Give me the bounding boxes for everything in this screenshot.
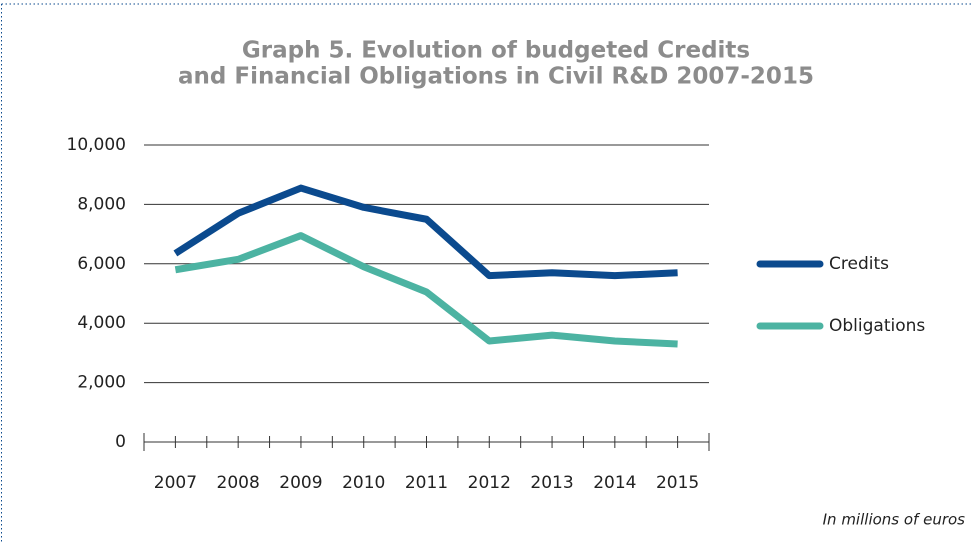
x-tick-label: 2014 [593,473,636,493]
legend-label: Credits [829,254,889,274]
x-tick-label: 2008 [217,473,260,493]
y-tick-label: 6,000 [77,254,126,274]
x-tick-label: 2015 [656,473,699,493]
y-tick-label: 4,000 [77,313,126,333]
y-tick-label: 0 [115,432,126,452]
chart-title: Graph 5. Evolution of budgeted Credits [242,38,750,64]
x-tick-label: 2009 [279,473,322,493]
series-line [173,184,678,280]
x-tick-label: 2007 [154,473,197,493]
chart-title: and Financial Obligations in Civil R&D 2… [178,64,814,90]
x-tick-label: 2012 [468,473,511,493]
series-line [174,232,678,348]
x-tick-label: 2010 [342,473,385,493]
y-tick-label: 2,000 [77,373,126,393]
legend-label: Obligations [829,316,925,336]
x-tick-label: 2011 [405,473,448,493]
note: In millions of euros [823,511,966,529]
y-tick-label: 10,000 [67,135,126,155]
y-tick-label: 8,000 [77,194,126,214]
x-tick-label: 2013 [530,473,573,493]
